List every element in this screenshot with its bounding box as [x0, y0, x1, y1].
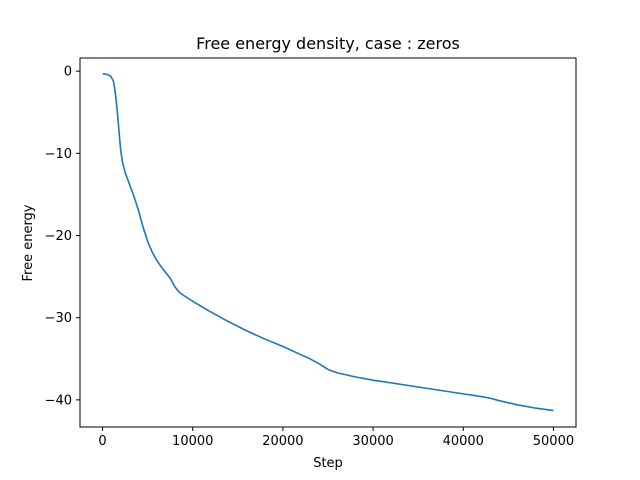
- plot-frame: [79, 57, 577, 428]
- x-tick-label: 30000: [352, 434, 393, 449]
- x-tick-label: 10000: [172, 434, 213, 449]
- x-tick-label: 40000: [443, 434, 484, 449]
- x-axis-ticks: 0 10000 20000 30000 40000 50000: [98, 427, 574, 449]
- x-tick-label: 0: [98, 434, 106, 449]
- series-line-0: [102, 72, 554, 412]
- y-tick-label: −20: [45, 229, 72, 244]
- y-tick-label: −10: [45, 147, 72, 162]
- x-tick-label: 20000: [262, 434, 303, 449]
- chart-title: Free energy density, case : zeros: [196, 34, 460, 53]
- y-axis-ticks: 0 −10 −20 −30 −40: [45, 65, 80, 408]
- y-axis-label: Free energy: [21, 204, 36, 281]
- y-tick-label: 0: [64, 65, 72, 80]
- x-axis-label: Step: [313, 456, 343, 471]
- y-tick-label: −40: [45, 393, 72, 408]
- y-tick-label: −30: [45, 311, 72, 326]
- series-layer: [102, 72, 554, 412]
- x-tick-label: 50000: [533, 434, 574, 449]
